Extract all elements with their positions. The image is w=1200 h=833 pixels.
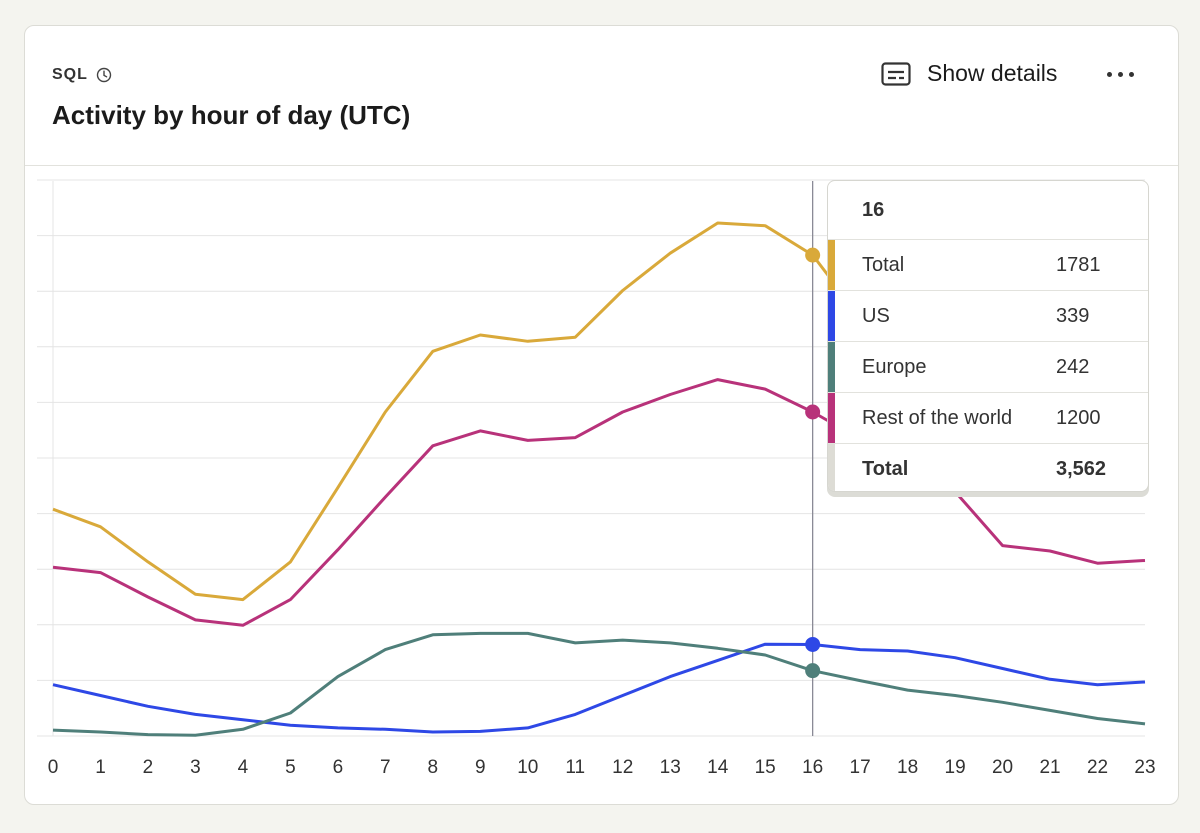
x-tick-label: 22 [1087,757,1108,778]
tooltip-series-value: 242 [1056,355,1090,378]
hover-tooltip: 16 Total 1781 US 339 Europe 242 Rest of … [827,180,1149,492]
tooltip-hour: 16 [828,181,1148,240]
card-header: SQL Activity by hour of day (UTC) Show d… [25,26,1178,166]
tooltip-series-name: Rest of the world [862,406,1013,429]
series-line-us [52,642,1146,734]
x-tick-label: 7 [380,757,391,778]
tooltip-total-name: Total [862,457,909,480]
tooltip-row-rest: Rest of the world 1200 [828,393,1148,444]
rest-swatch [828,393,835,443]
clock-icon [96,67,112,83]
tooltip-row-europe: Europe 242 [828,342,1148,393]
x-tick-label: 2 [143,757,154,778]
tooltip-row-us: US 339 [828,291,1148,342]
more-options-button[interactable] [1100,59,1140,89]
x-tick-label: 1 [95,757,106,778]
x-tick-label: 9 [475,757,486,778]
x-tick-label: 17 [850,757,871,778]
x-tick-label: 21 [1039,757,1060,778]
tooltip-series-name: Europe [862,355,927,378]
tooltip-series-value: 1781 [1056,253,1101,276]
tooltip-row-total: Total 1781 [828,240,1148,291]
tooltip-row-grand-total: Total 3,562 [828,444,1148,491]
more-dot [1106,71,1112,77]
x-axis-ticks: 0 1 2 3 4 5 6 7 8 9 10 11 12 13 14 15 16 17 18 19 20 21 22 23 [48,757,1156,778]
tooltip-series-name: US [862,304,890,327]
x-tick-label: 10 [517,757,538,778]
show-details-button[interactable]: Show details [881,60,1057,87]
x-tick-label: 11 [565,757,585,778]
x-tick-label: 8 [428,757,439,778]
x-tick-label: 19 [945,757,966,778]
x-tick-label: 15 [755,757,776,778]
chart-card: SQL Activity by hour of day (UTC) Show d… [24,25,1179,805]
europe-swatch [828,342,835,392]
hover-marker-total [805,247,821,263]
x-tick-label: 20 [992,757,1013,778]
chart-title: Activity by hour of day (UTC) [52,100,411,130]
x-tick-label: 16 [802,757,823,778]
x-tick-label: 0 [48,757,59,778]
x-tick-label: 12 [612,757,633,778]
query-type-label: SQL [52,66,88,83]
x-tick-label: 18 [897,757,918,778]
query-type: SQL [52,66,112,84]
x-tick-label: 13 [660,757,681,778]
x-tick-label: 3 [190,757,201,778]
hover-marker-us [805,636,821,652]
tooltip-series-name: Total [862,253,905,276]
us-swatch [828,291,835,341]
grand-total-swatch [828,444,835,491]
x-tick-label: 4 [238,757,249,778]
show-details-label: Show details [927,60,1058,86]
tooltip-series-value: 1200 [1056,406,1101,429]
x-tick-label: 23 [1134,757,1155,778]
hover-marker-europe [805,663,821,679]
hover-markers [805,247,821,679]
series-line-europe [52,631,1146,737]
tooltip-total-value: 3,562 [1056,457,1107,480]
x-tick-label: 14 [707,757,729,778]
tooltip-series-value: 339 [1056,304,1090,327]
hover-marker-rest [805,404,821,420]
series-line-rest [52,378,1146,627]
more-dot [1128,71,1134,77]
x-tick-label: 5 [285,757,296,778]
x-tick-label: 6 [333,757,344,778]
total-swatch [828,240,835,290]
more-dot [1117,71,1123,77]
details-icon [881,61,911,86]
